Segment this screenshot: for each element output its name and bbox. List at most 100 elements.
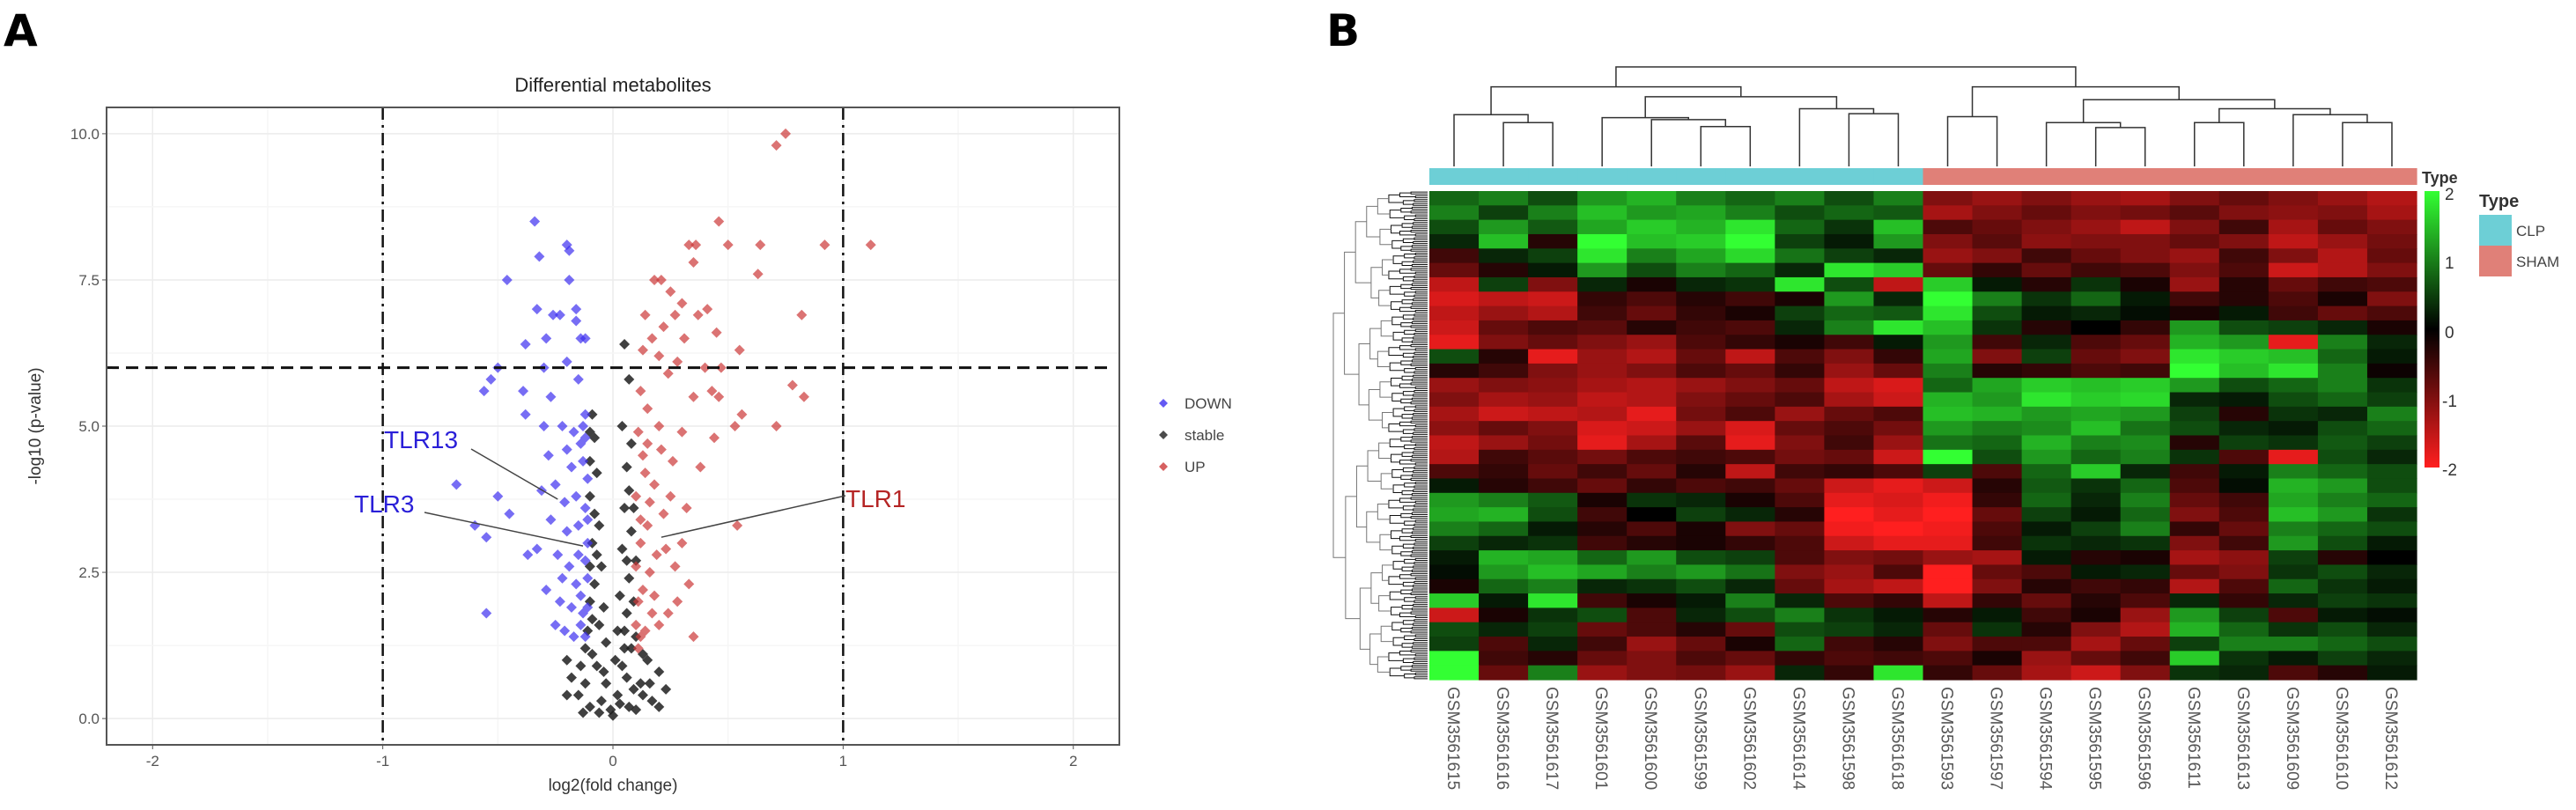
point-stable xyxy=(612,689,624,701)
heatmap-cell xyxy=(2021,349,2072,364)
point-up xyxy=(651,549,662,561)
heatmap-cell xyxy=(1429,349,1480,364)
dendrogram-branch xyxy=(1379,381,1392,398)
dendrogram-branch xyxy=(1414,500,1428,504)
point-stable xyxy=(625,438,637,449)
heatmap-cell xyxy=(1824,406,1875,422)
heatmap-cell xyxy=(1725,248,1775,264)
heatmap-cell xyxy=(1479,306,1529,321)
point-stable xyxy=(624,701,635,712)
point-stable xyxy=(616,660,628,672)
heatmap-cell xyxy=(1528,521,1578,537)
heatmap-cell xyxy=(1972,492,2023,508)
heatmap-cell xyxy=(1577,608,1628,623)
point-down xyxy=(520,339,531,350)
point-down xyxy=(520,409,531,420)
heatmap-cell xyxy=(1429,320,1480,335)
heatmap-cell xyxy=(1873,248,1924,264)
heatmap-cell xyxy=(1676,291,1726,307)
heatmap-cell xyxy=(1923,564,1974,580)
column-label: GSM3561618 xyxy=(1887,687,1906,790)
heatmap-cell xyxy=(1627,593,1677,608)
heatmap-cell xyxy=(1528,550,1578,566)
heatmap-cell xyxy=(1676,306,1726,321)
dendrogram-branch xyxy=(1402,200,1414,205)
dendrogram-branch xyxy=(1798,107,1875,166)
dendrogram-branch xyxy=(1401,490,1413,496)
heatmap-cell xyxy=(1676,550,1726,566)
dendrogram-branch xyxy=(1410,554,1428,557)
dendrogram-branch xyxy=(1399,306,1416,313)
heatmap-cell xyxy=(1528,378,1578,394)
heatmap-cell xyxy=(2366,320,2417,335)
heatmap-cell xyxy=(2070,349,2122,364)
dendrogram-branch xyxy=(1400,551,1413,556)
heatmap-cell xyxy=(1725,406,1775,422)
heatmap-cell xyxy=(1873,507,1924,523)
heatmap-cell xyxy=(2120,449,2171,465)
dendrogram-branch xyxy=(1411,283,1428,286)
heatmap-cell xyxy=(1873,521,1924,537)
heatmap-cell xyxy=(2120,535,2171,551)
dendrogram-branch xyxy=(1411,493,1428,497)
point-stable xyxy=(619,339,631,350)
point-up xyxy=(632,426,644,438)
heatmap-cell xyxy=(1775,191,1825,206)
point-down xyxy=(529,216,541,227)
point-down xyxy=(518,386,529,397)
dendrogram-branch xyxy=(1411,359,1428,363)
heatmap-cell xyxy=(2021,392,2072,408)
heatmap-cell xyxy=(1676,608,1726,623)
dendrogram-branch xyxy=(1413,371,1428,374)
heatmap-cell xyxy=(1824,492,1875,508)
heatmap-cell xyxy=(2268,191,2319,206)
dendrogram-branch xyxy=(1411,474,1428,477)
heatmap-cell xyxy=(1923,392,1974,408)
heatmap-cell xyxy=(1972,276,2023,292)
point-up xyxy=(695,461,706,473)
dendrogram-branch xyxy=(1413,336,1428,340)
heatmap-cell xyxy=(2317,205,2368,221)
point-down xyxy=(572,519,584,531)
point-stable xyxy=(619,643,631,654)
dendrogram-branch xyxy=(1413,447,1428,451)
point-stable xyxy=(591,468,602,479)
heatmap-cell xyxy=(1429,608,1480,623)
heatmap-cell xyxy=(2120,521,2171,537)
heatmap-cell xyxy=(2120,578,2171,594)
dendrogram-branch xyxy=(1414,539,1428,542)
legend-stable: stable xyxy=(1185,427,1224,444)
heatmap-cell xyxy=(1923,378,1974,394)
heatmap-cell xyxy=(1577,578,1628,594)
dendrogram-branch xyxy=(1410,229,1428,233)
heatmap-cell xyxy=(2366,291,2417,307)
dendrogram-branch xyxy=(1391,225,1403,234)
heatmap-cell xyxy=(1824,637,1875,652)
point-up xyxy=(637,344,648,356)
heatmap-cell xyxy=(2070,665,2122,681)
point-stable xyxy=(594,519,605,531)
heatmap-cell xyxy=(2169,478,2220,494)
column-label: GSM3561600 xyxy=(1641,687,1659,790)
heatmap-cell xyxy=(2218,421,2270,437)
heatmap-cell xyxy=(2317,564,2368,580)
heatmap-cell xyxy=(2317,478,2368,494)
heatmap-cell xyxy=(2317,507,2368,523)
point-down xyxy=(485,373,497,385)
heatmap-cell xyxy=(1972,593,2023,608)
point-stable xyxy=(624,373,635,385)
dendrogram-branch xyxy=(1413,470,1428,474)
dendrogram-branch xyxy=(1399,231,1416,236)
dendrogram-branch xyxy=(1402,429,1414,434)
heatmap-cell xyxy=(1627,291,1677,307)
heatmap-cell xyxy=(1972,421,2023,437)
heatmap-cell xyxy=(1824,449,1875,465)
heatmap-cell xyxy=(1873,637,1924,652)
heatmap-cell xyxy=(1429,335,1480,350)
heatmap-cell xyxy=(2218,608,2270,623)
annotation-line-tlr3 xyxy=(424,512,584,547)
heatmap-cell xyxy=(1577,205,1628,221)
heatmap-cell xyxy=(1725,622,1775,637)
point-stable xyxy=(587,409,598,420)
